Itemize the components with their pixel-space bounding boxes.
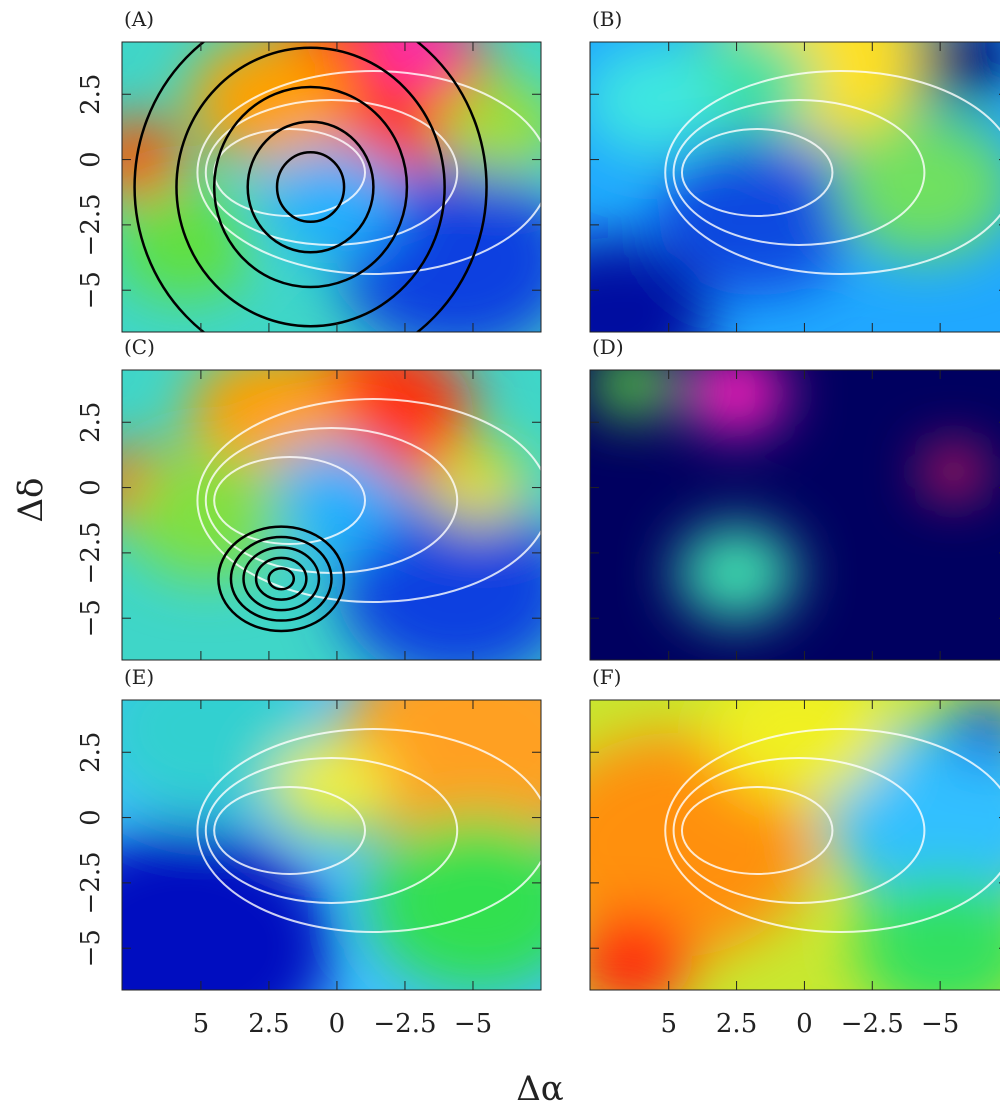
contour <box>672 757 926 904</box>
contour <box>680 128 834 217</box>
contour <box>680 786 834 875</box>
x-tick-label: 2.5 <box>248 1009 289 1039</box>
contour <box>133 42 488 332</box>
y-tick-label: 2.5 <box>76 74 106 115</box>
contour <box>672 99 926 246</box>
panel-frame <box>589 699 1000 991</box>
contour <box>213 786 367 875</box>
contour <box>175 46 446 328</box>
panel-frame <box>589 369 1000 661</box>
contour <box>204 757 459 904</box>
contour <box>246 120 375 254</box>
y-tick-label: 0 <box>76 479 106 496</box>
x-tick-label: 0 <box>796 1009 813 1039</box>
panel: (C) −5 −2.5 0 2.5 <box>76 335 542 661</box>
y-axis-label: Δδ <box>11 477 51 522</box>
x-axis-label: Δα <box>516 1069 564 1109</box>
x-tick-label: −5 <box>921 1009 959 1039</box>
contour <box>204 99 459 246</box>
contour <box>229 535 333 622</box>
panel-title: (C) <box>124 335 155 359</box>
contour <box>254 556 308 601</box>
heatmap <box>590 370 1000 660</box>
panel: (F) 5 2.5 0 −2.5 −5 <box>589 665 1000 1039</box>
panel: (E) 5 2.5 0 −2.5 −5 −5 −2.5 0 2.5 <box>76 665 542 1039</box>
panel: (B) <box>589 7 1000 333</box>
heatmap <box>122 370 541 660</box>
y-tick-label: −5 <box>76 271 106 309</box>
contour <box>196 728 541 933</box>
x-tick-label: −2.5 <box>841 1009 904 1039</box>
panel-title: (B) <box>592 7 622 31</box>
contour <box>212 85 409 289</box>
contour <box>267 567 296 591</box>
contour <box>664 70 1000 275</box>
panel-title: (D) <box>592 335 624 359</box>
x-tick-label: 0 <box>329 1009 346 1039</box>
panel-frame <box>121 41 542 333</box>
x-tick-label: −5 <box>454 1009 492 1039</box>
panel-frame <box>121 699 542 991</box>
y-tick-label: −5 <box>76 599 106 637</box>
contour <box>664 728 1000 933</box>
contour <box>196 70 541 275</box>
panel-title: (E) <box>124 665 154 689</box>
y-tick-label: −2.5 <box>76 521 106 584</box>
contour <box>275 150 346 224</box>
contour <box>196 398 541 603</box>
panel-title: (A) <box>124 7 154 31</box>
y-tick-label: −2.5 <box>76 193 106 256</box>
contour <box>213 456 367 545</box>
heatmap <box>590 700 1000 990</box>
panel-title: (F) <box>592 665 621 689</box>
y-tick-label: 2.5 <box>76 732 106 773</box>
panel-frame <box>121 369 542 661</box>
y-tick-label: −5 <box>76 929 106 967</box>
y-tick-label: 2.5 <box>76 402 106 443</box>
x-tick-label: 5 <box>660 1009 677 1039</box>
panel-frame <box>589 41 1000 333</box>
x-tick-label: 5 <box>193 1009 210 1039</box>
y-tick-label: 0 <box>76 809 106 826</box>
y-tick-label: −2.5 <box>76 851 106 914</box>
contour <box>242 546 321 612</box>
x-tick-label: 2.5 <box>716 1009 757 1039</box>
contour <box>217 525 346 633</box>
heatmap <box>590 42 1000 332</box>
y-tick-label: 0 <box>76 151 106 168</box>
heatmap <box>122 42 541 332</box>
panel: (A) −5 −2.5 0 2.5 <box>76 7 542 333</box>
x-tick-label: −2.5 <box>373 1009 436 1039</box>
panel: (D) <box>589 335 1000 661</box>
heatmap <box>122 700 541 990</box>
